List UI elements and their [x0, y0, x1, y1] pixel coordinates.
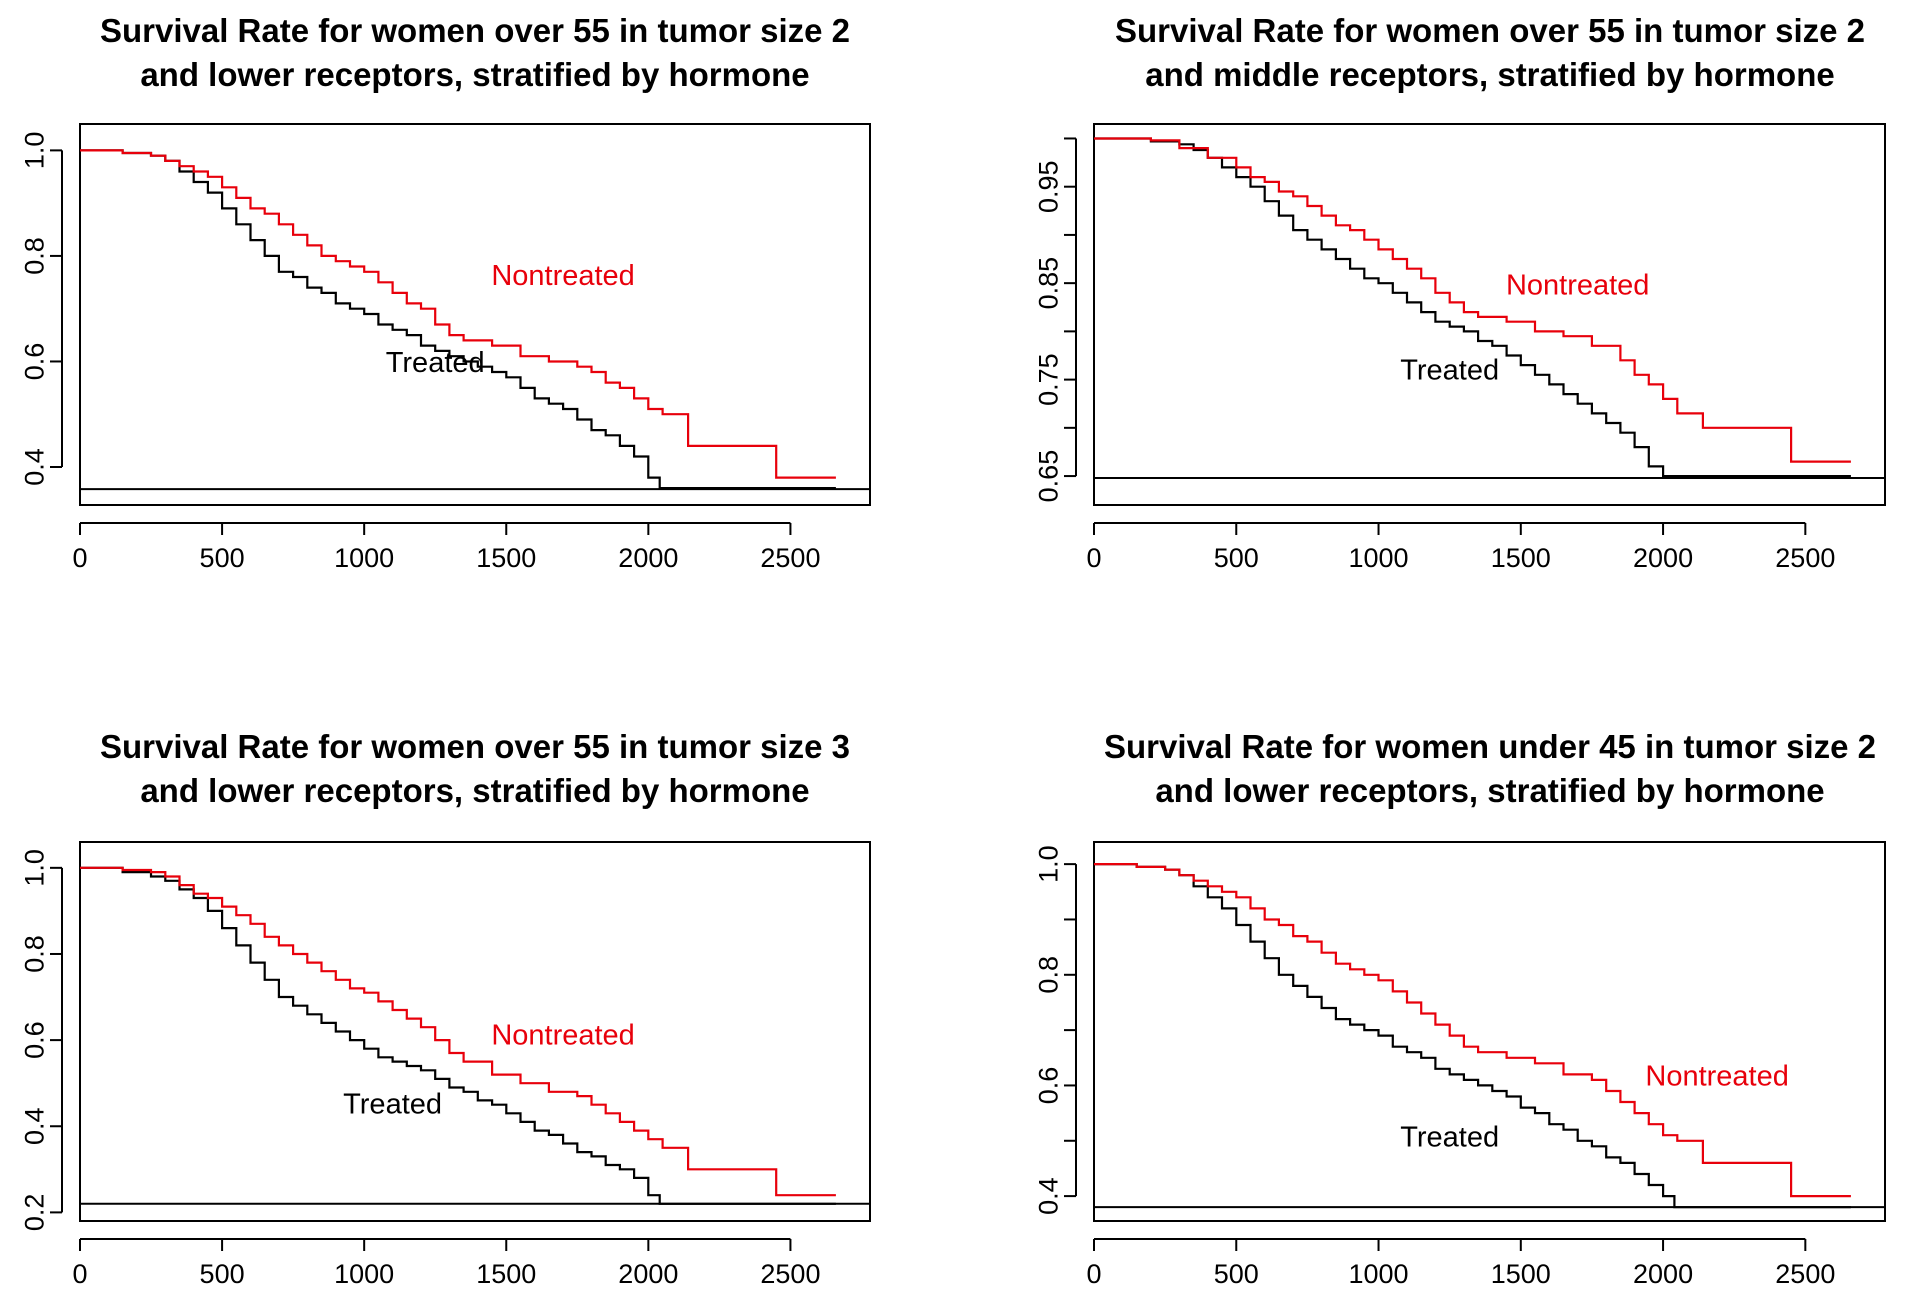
chart-title-line: Survival Rate for women over 55 in tumor… [100, 728, 850, 765]
x-tick-label: 1500 [1491, 543, 1551, 573]
y-tick-label: 0.8 [19, 935, 49, 973]
x-tick-label: 500 [200, 1259, 245, 1289]
y-tick-label: 0.2 [19, 1194, 49, 1232]
x-tick-label: 0 [1086, 1259, 1101, 1289]
x-tick-label: 500 [200, 543, 245, 573]
y-tick-label: 0.8 [1033, 956, 1063, 994]
x-tick-label: 1000 [1348, 543, 1408, 573]
plot-frame [1093, 123, 1886, 506]
y-tick-label: 0.6 [19, 343, 49, 381]
x-tick-label: 1000 [334, 543, 394, 573]
y-tick-label: 1.0 [19, 132, 49, 170]
y-tick-label: 0.4 [19, 1107, 49, 1145]
y-tick-label: 0.6 [19, 1021, 49, 1059]
series-treated-curve [1094, 137, 1851, 478]
x-tick-label: 0 [72, 543, 87, 573]
y-tick-label: 0.4 [19, 448, 49, 486]
x-tick-label: 2500 [1775, 543, 1835, 573]
annotation-nontreated: Nontreated [491, 1019, 635, 1051]
panel-top-left: Survival Rate for women over 55 in tumor… [19, 12, 871, 573]
series-treated-curve [80, 149, 836, 490]
chart-title-line: and lower receptors, stratified by hormo… [140, 56, 809, 93]
annotation-nontreated: Nontreated [491, 260, 635, 292]
series-nontreated-curve [80, 866, 836, 1197]
y-tick-label: 0.65 [1033, 450, 1063, 503]
series-nontreated-curve [80, 149, 836, 479]
annotation-treated: Treated [1400, 1121, 1499, 1153]
chart-title-line: and middle receptors, stratified by horm… [1145, 56, 1834, 93]
x-tick-label: 0 [72, 1259, 87, 1289]
x-tick-label: 2500 [1775, 1259, 1835, 1289]
x-tick-label: 2000 [618, 543, 678, 573]
chart-title-line: Survival Rate for women over 55 in tumor… [1115, 12, 1865, 49]
series-treated-curve [1094, 863, 1851, 1209]
y-tick-label: 0.85 [1033, 257, 1063, 310]
x-tick-label: 0 [1086, 543, 1101, 573]
plot-frame [79, 123, 871, 506]
x-tick-label: 1500 [476, 543, 536, 573]
x-tick-label: 2000 [1633, 1259, 1693, 1289]
annotation-nontreated: Nontreated [1506, 270, 1650, 302]
x-tick-label: 2000 [618, 1259, 678, 1289]
y-tick-label: 1.0 [19, 849, 49, 887]
annotation-nontreated: Nontreated [1645, 1060, 1789, 1092]
y-tick-label: 0.75 [1033, 353, 1063, 406]
x-tick-label: 1000 [334, 1259, 394, 1289]
y-tick-label: 0.8 [19, 237, 49, 275]
chart-title-line: Survival Rate for women over 55 in tumor… [100, 12, 850, 49]
y-tick-label: 0.4 [1033, 1177, 1063, 1215]
chart-title-line: Survival Rate for women under 45 in tumo… [1104, 728, 1876, 765]
series-nontreated-curve [1094, 137, 1851, 463]
y-tick-label: 1.0 [1033, 845, 1063, 883]
annotation-treated: Treated [343, 1088, 442, 1120]
y-tick-label: 0.95 [1033, 160, 1063, 213]
x-tick-label: 2500 [760, 1259, 820, 1289]
x-tick-label: 1500 [476, 1259, 536, 1289]
x-tick-label: 500 [1214, 1259, 1259, 1289]
plot-frame [79, 841, 871, 1222]
annotation-treated: Treated [1400, 355, 1499, 387]
series-nontreated-curve [1094, 863, 1851, 1198]
x-tick-label: 1000 [1348, 1259, 1408, 1289]
x-tick-label: 2500 [760, 543, 820, 573]
panel-bottom-right: Survival Rate for women under 45 in tumo… [1033, 728, 1886, 1289]
annotation-treated: Treated [386, 347, 485, 379]
panel-bottom-left: Survival Rate for women over 55 in tumor… [19, 728, 871, 1289]
plot-frame [1093, 841, 1886, 1222]
x-tick-label: 1500 [1491, 1259, 1551, 1289]
panel-top-right: Survival Rate for women over 55 in tumor… [1033, 12, 1886, 573]
chart-title-line: and lower receptors, stratified by hormo… [1155, 772, 1824, 809]
x-tick-label: 500 [1214, 543, 1259, 573]
series-treated-curve [80, 866, 836, 1205]
y-tick-label: 0.6 [1033, 1067, 1063, 1105]
x-tick-label: 2000 [1633, 543, 1693, 573]
chart-title-line: and lower receptors, stratified by hormo… [140, 772, 809, 809]
